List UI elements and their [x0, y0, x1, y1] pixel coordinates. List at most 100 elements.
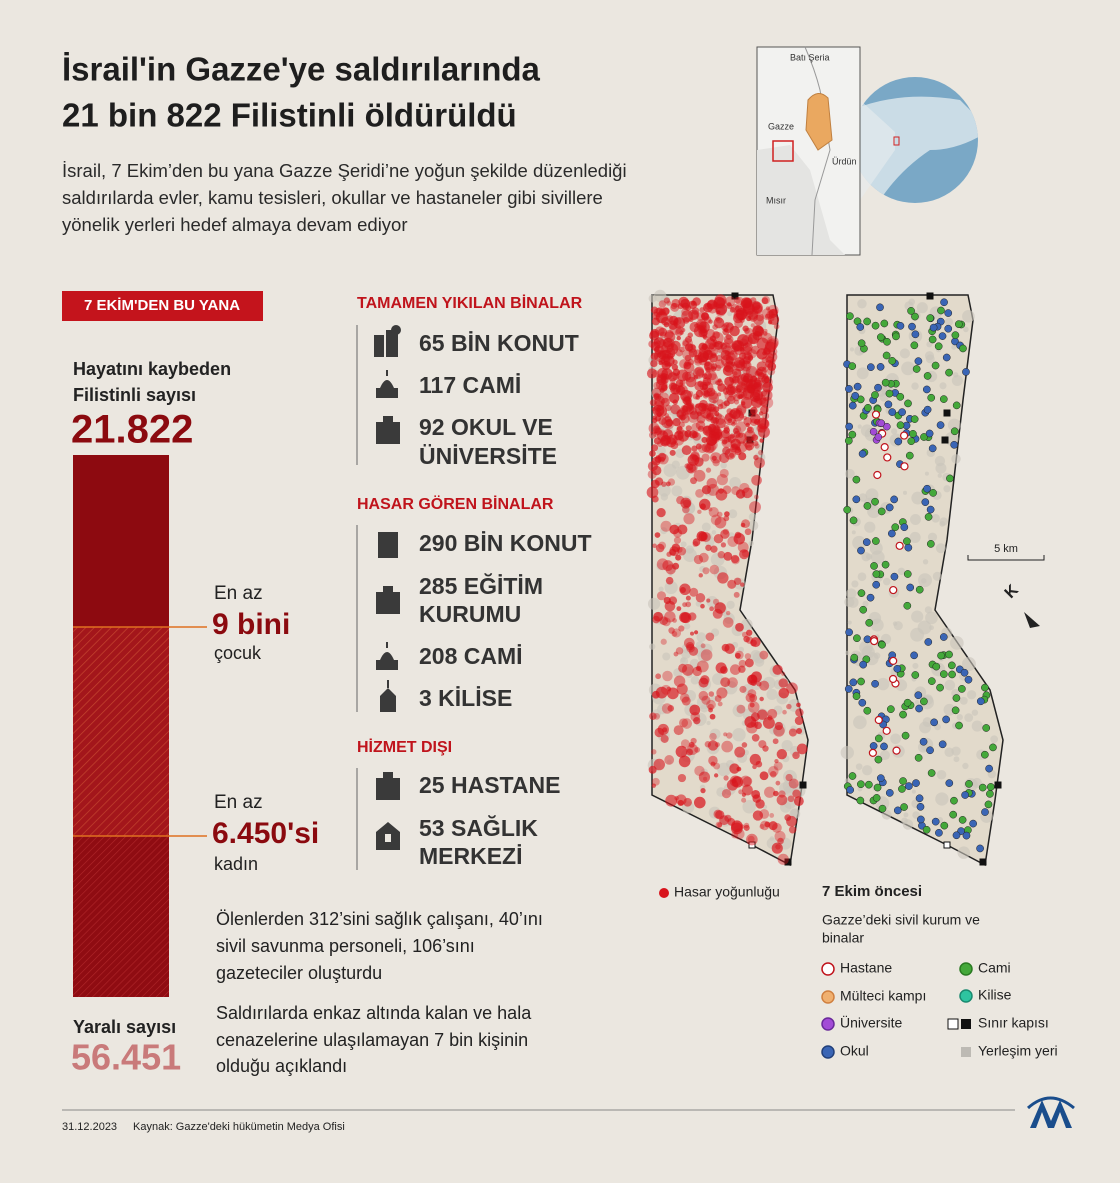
facility-dot: [848, 401, 857, 410]
damage-dot: [729, 444, 738, 453]
damage-dot: [706, 478, 718, 489]
facility-dot: [871, 321, 880, 330]
facility-dot: [912, 365, 921, 373]
facility-dot: [922, 825, 931, 834]
facility-dot: [915, 704, 923, 713]
stat-item: 290 BİN KONUT: [419, 530, 592, 556]
map-label: Gazze: [768, 121, 794, 131]
damage-dot: [650, 352, 659, 361]
settlement: [857, 572, 867, 582]
settlement: [963, 326, 969, 333]
damage-dot: [659, 331, 667, 339]
settlement: [845, 468, 855, 479]
facility-dot: [878, 804, 887, 813]
settlement: [858, 493, 868, 502]
settlement: [911, 789, 916, 794]
damage-dot: [723, 327, 729, 333]
note: sivil savunma personeli, 106’sını: [216, 936, 475, 956]
damage-dot: [738, 789, 744, 795]
legend-subtitle: Gazze’deki sivil kurum ve: [822, 912, 980, 928]
damage-dot: [715, 810, 725, 820]
damage-dot: [706, 299, 718, 310]
facility-dot: [981, 808, 989, 816]
facility-dot: [903, 537, 911, 546]
damage-dot: [681, 696, 691, 706]
settlement: [779, 782, 792, 795]
damage-dot: [778, 678, 788, 688]
damage-dot: [723, 515, 730, 522]
facility-dot: [928, 335, 937, 344]
settlement: [959, 696, 968, 705]
damage-dot: [777, 837, 784, 845]
damage-dot: [793, 796, 804, 807]
damage-dot: [653, 758, 666, 771]
settlement: [879, 750, 890, 761]
settlement: [766, 688, 778, 700]
damage-dot: [654, 532, 661, 538]
damage-dot: [686, 748, 693, 756]
settlement: [727, 311, 733, 317]
damage-dot: [647, 469, 657, 479]
facility-dot: [942, 353, 951, 362]
facility-dot: [872, 537, 880, 545]
settlement: [840, 745, 854, 760]
damage-dot: [720, 342, 728, 350]
damage-dot: [708, 691, 715, 697]
subtitle: saldırılarda evler, kamu tesisleri, okul…: [62, 187, 603, 208]
damage-dot: [665, 576, 674, 585]
damage-dot: [724, 376, 735, 387]
damage-dot: [653, 393, 660, 400]
damage-dot: [765, 360, 773, 368]
damage-dot: [716, 399, 724, 407]
damage-dot: [688, 348, 698, 358]
damage-dot: [724, 643, 735, 654]
damage-dot: [709, 353, 718, 363]
settlement: [961, 657, 976, 672]
facility-dot: [931, 817, 940, 826]
damage-dot: [671, 628, 682, 638]
damage-dot: [715, 306, 726, 317]
damage-dot: [684, 463, 690, 469]
damage-dot: [730, 343, 740, 352]
facility-dot: [906, 583, 915, 592]
damage-dot: [732, 410, 744, 422]
damage-dot: [698, 573, 703, 578]
damage-dot: [747, 355, 754, 361]
damage-dot: [692, 393, 699, 400]
facility-dot: [965, 780, 973, 788]
crossing: [979, 858, 987, 866]
damage-dot: [695, 593, 706, 603]
facility-dot: [952, 401, 961, 410]
damage-dot: [696, 414, 706, 424]
damage-dot: [684, 396, 691, 404]
facility-dot: [876, 363, 885, 371]
damage-dot: [670, 441, 679, 450]
damage-dot: [792, 789, 801, 798]
legend-label: Yerleşim yeri: [978, 1043, 1058, 1059]
damage-dot: [699, 503, 706, 510]
damage-dot: [720, 529, 730, 539]
damage-dot: [757, 372, 765, 380]
crossing: [731, 292, 739, 300]
damage-dot: [707, 703, 714, 711]
damage-dot: [742, 342, 753, 353]
damage-dot: [742, 784, 753, 796]
settlement: [925, 611, 938, 625]
damage-dot: [689, 403, 695, 409]
damage-dot: [708, 390, 718, 401]
damage-dot: [744, 440, 755, 451]
damage-dot: [680, 739, 690, 749]
damage-dot: [736, 704, 746, 714]
settlement: [914, 699, 920, 705]
damage-dot: [703, 390, 710, 397]
damage-dot: [663, 297, 670, 304]
damage-dot: [652, 543, 657, 549]
settlement: [916, 302, 928, 314]
subtitle: yönelik yerleri hedef almaya devam ediyo…: [62, 214, 408, 235]
settlement: [910, 514, 921, 526]
damage-dot: [753, 305, 763, 315]
facility-dot: [850, 653, 859, 662]
damage-dot: [786, 815, 797, 827]
legend-swatch: [821, 1045, 835, 1059]
facility-dot: [927, 393, 936, 402]
